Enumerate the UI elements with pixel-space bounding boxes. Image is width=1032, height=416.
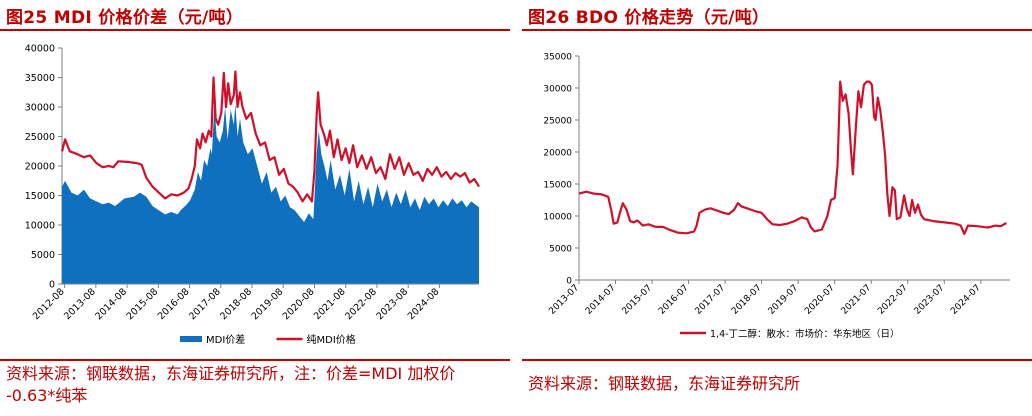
legend-label: 1,4-丁二醇：散水：市场价：华东地区（日） <box>710 328 900 340</box>
y-tick-label: 30000 <box>543 85 572 95</box>
x-tick-label: 2013-07 <box>547 283 581 317</box>
x-tick-label: 2022-07 <box>876 283 910 317</box>
x-tick-label: 2021-07 <box>840 283 874 317</box>
legend-swatch-mdi-spread <box>180 336 202 342</box>
y-tick-label: 15000 <box>543 181 572 191</box>
x-tick-label: 2021-08 <box>312 286 348 322</box>
source-divider <box>522 359 1032 361</box>
mdi-chart: 0 5000 10000 15000 20000 25000 30000 35000 40000… <box>25 44 480 346</box>
x-tick-label: 2023-08 <box>374 286 410 322</box>
x-tick-label: 2024-07 <box>949 283 983 317</box>
x-tick-label: 2018-07 <box>730 283 764 317</box>
title-divider <box>0 29 510 31</box>
bdo-chart: 0 5000 10000 15000 20000 25000 30000 35000 2013-… <box>543 53 1010 340</box>
y-tick-label: 20000 <box>25 162 55 173</box>
x-tick-label: 2015-07 <box>621 283 655 317</box>
y-tick-label: 5000 <box>549 245 572 255</box>
x-tick-label: 2014-07 <box>584 283 618 317</box>
y-tick-label: 25000 <box>25 132 55 143</box>
x-tick-label: 2018-08 <box>218 286 254 322</box>
y-tick-label: 0 <box>566 277 572 287</box>
x-tick-label: 2017-08 <box>187 286 223 322</box>
x-tick-label: 2016-08 <box>156 286 192 322</box>
source-divider <box>0 359 510 361</box>
y-tick-label: 35000 <box>543 53 572 63</box>
series-area-mdi-spread <box>62 104 479 284</box>
source-line-1: 资料来源：钢联数据，东海证券研究所，注：价差=MDI 加权价 <box>6 364 456 383</box>
figure-25-title: 图25 MDI 价格价差（元/吨） <box>6 8 244 28</box>
y-tick-label: 5000 <box>31 250 55 261</box>
x-tick-label: 2016-07 <box>657 283 691 317</box>
y-tick-label: 10000 <box>25 221 55 232</box>
x-tick-label: 2023-07 <box>913 283 947 317</box>
x-tick-label: 2020-08 <box>281 286 317 322</box>
figure-26-title: 图26 BDO 价格走势（元/吨） <box>528 8 770 28</box>
x-tick-label: 2024-08 <box>406 286 442 322</box>
y-tick-label: 15000 <box>25 191 55 202</box>
y-tick-label: 0 <box>49 280 55 291</box>
x-tick-label: 2012-08 <box>31 286 67 322</box>
series-line-bdo-price <box>578 80 1007 235</box>
y-tick-label: 10000 <box>543 213 572 223</box>
x-tick-label: 2017-07 <box>694 283 728 317</box>
figure-25-panel: 图25 MDI 价格价差（元/吨） 0 5000 10000 15000 20000 25… <box>0 0 510 416</box>
y-tick-label: 25000 <box>543 117 572 127</box>
x-tick-label: 2015-08 <box>125 286 161 322</box>
x-tick-label: 2014-08 <box>93 286 129 322</box>
x-tick-label: 2019-08 <box>250 286 286 322</box>
y-tick-label: 35000 <box>25 73 55 84</box>
x-tick-label: 2013-08 <box>62 286 98 322</box>
source-line-2: -0.63*纯苯 <box>6 386 88 405</box>
figure-25-source: 资料来源：钢联数据，东海证券研究所，注：价差=MDI 加权价 -0.63*纯苯 <box>6 363 455 407</box>
legend-label: 纯MDI价格 <box>307 333 356 346</box>
x-tick-label: 2020-07 <box>803 283 837 317</box>
x-tick-label: 2019-07 <box>767 283 801 317</box>
x-tick-label: 2022-08 <box>343 286 379 322</box>
legend-label: MDI价差 <box>206 333 245 346</box>
figure-26-source: 资料来源：钢联数据，东海证券研究所 <box>528 374 801 393</box>
figure-26-panel: 图26 BDO 价格走势（元/吨） 0 5000 10000 15000 20000 25… <box>522 0 1032 416</box>
title-divider <box>522 29 1032 31</box>
y-tick-label: 40000 <box>25 44 55 55</box>
series-line-pure-mdi-price <box>60 70 480 203</box>
y-tick-label: 20000 <box>543 149 572 159</box>
y-tick-label: 30000 <box>25 103 55 114</box>
